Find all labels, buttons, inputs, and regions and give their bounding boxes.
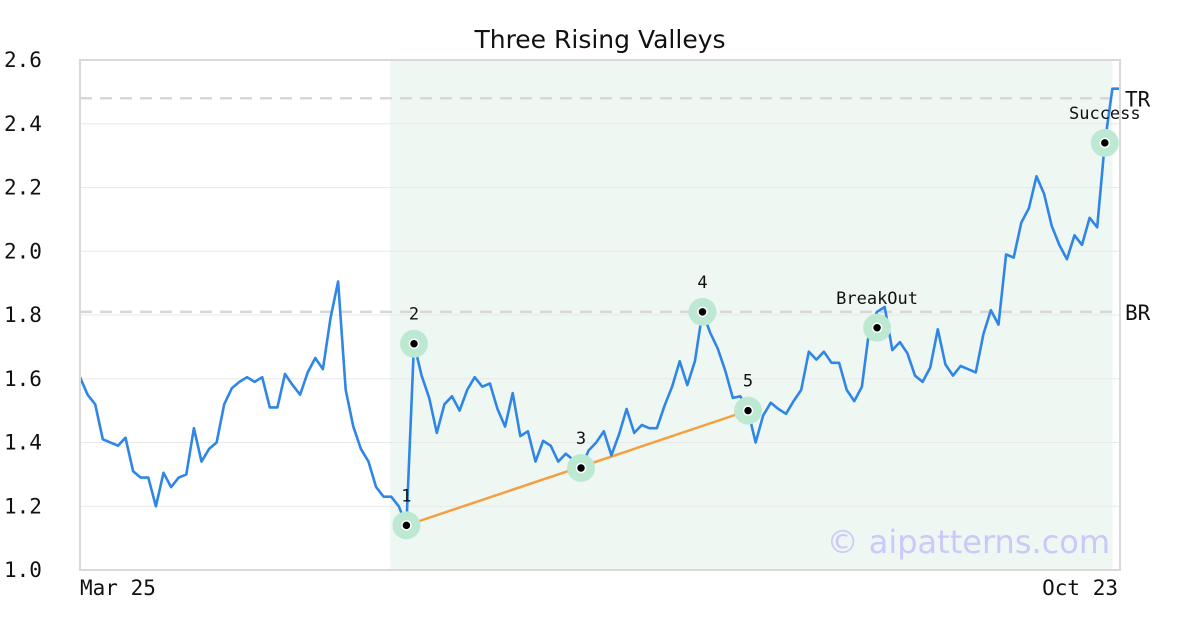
point-label: 4: [697, 273, 707, 293]
x-tick-start: Mar 25: [80, 576, 156, 600]
y-tick-label: 1.8: [4, 303, 42, 327]
series-line: [78, 87, 1120, 527]
reference-lines: TR BR: [80, 87, 1151, 325]
plot-frame: [79, 59, 1121, 571]
reference-line-label: TR: [1125, 87, 1151, 111]
y-tick-label: 1.4: [4, 431, 42, 455]
point-label: 2: [409, 305, 419, 325]
y-tick-label: 2.2: [4, 176, 42, 200]
point-label: BreakOut: [836, 289, 918, 309]
gridlines: [80, 59, 1120, 571]
point-label: 5: [743, 372, 753, 392]
point-marker: [871, 322, 883, 333]
point-label: Success: [1069, 104, 1141, 124]
point-label: 1: [401, 486, 411, 506]
y-tick-label: 2.6: [4, 48, 42, 72]
y-tick-label: 2.0: [4, 239, 42, 263]
chart-title: Three Rising Valleys: [473, 25, 725, 54]
watermark: © aipatterns.com: [827, 523, 1110, 561]
x-tick-end: Oct 23: [1042, 576, 1118, 600]
y-tick-label: 2.4: [4, 112, 42, 136]
y-tick-label: 1.6: [4, 367, 42, 391]
point-marker: [575, 462, 587, 474]
point-marker: [1099, 137, 1111, 149]
reference-line-label: BR: [1125, 301, 1151, 325]
point-marker: [697, 306, 708, 318]
point-marker: [408, 338, 420, 349]
y-tick-label: 1.0: [4, 558, 42, 582]
y-tick-label: 1.2: [4, 494, 42, 518]
point-marker: [401, 520, 412, 531]
point-label: 3: [576, 429, 586, 449]
y-axis-ticks: 1.0 1.2 1.4 1.6 1.8 2.0 2.2 2.4 2.6: [4, 48, 42, 582]
point-marker: [742, 405, 754, 416]
pattern-points: 1 2 3 4 5 BreakOut Success: [392, 104, 1141, 540]
